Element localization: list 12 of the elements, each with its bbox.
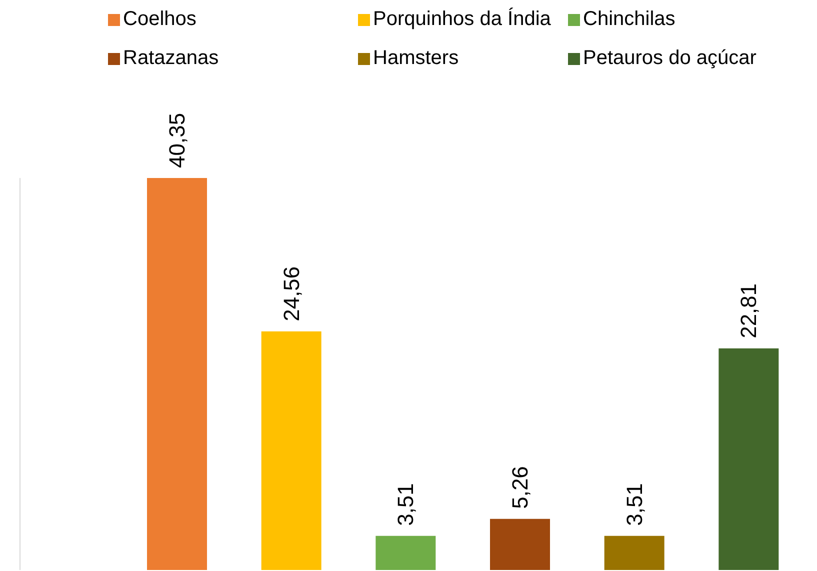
data-label: 24,56 [278, 266, 304, 322]
data-label: 3,51 [622, 483, 647, 526]
data-label: 22,81 [736, 283, 762, 338]
legend-label: Ratazanas [123, 47, 219, 70]
data-label: 3,51 [393, 483, 418, 526]
legend-label: Chinchilas [583, 8, 676, 31]
legend-label: Coelhos [123, 8, 196, 31]
legend-label: Petauros do açúcar [583, 47, 756, 70]
data-label: 40,35 [164, 112, 190, 168]
legend-label: Hamsters [373, 47, 459, 70]
legend-label: Porquinhos da Índia [373, 8, 551, 31]
data-label: 5,26 [508, 466, 532, 509]
